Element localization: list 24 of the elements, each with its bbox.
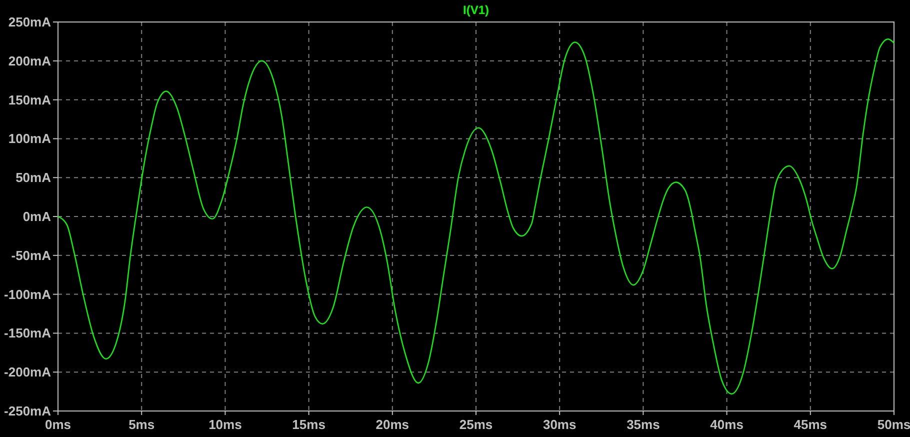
x-tick-label: 35ms — [626, 417, 660, 432]
x-tick-label: 45ms — [794, 417, 828, 432]
y-tick-label: 0mA — [22, 209, 52, 224]
x-tick-label: 25ms — [459, 417, 493, 432]
y-tick-label: -150mA — [4, 326, 52, 341]
y-tick-label: 200mA — [8, 53, 52, 68]
y-tick-label: -50mA — [11, 248, 52, 263]
y-tick-label: -100mA — [4, 286, 52, 302]
x-tick-label: 40ms — [710, 417, 744, 432]
y-tick-label: -200mA — [4, 364, 52, 380]
x-tick-label: 15ms — [292, 417, 326, 432]
y-tick-label: 250mA — [8, 14, 52, 30]
line-series — [57, 38, 895, 394]
x-tick-label: 30ms — [542, 417, 576, 432]
text: I(V1) — [462, 3, 490, 17]
x-tick-label: 10ms — [208, 417, 242, 432]
x-tick-label: 50ms — [877, 417, 910, 432]
y-tick-label: 100mA — [8, 131, 52, 146]
x-tick-label: 5ms — [128, 417, 155, 432]
y-tick-label: -250mA — [4, 404, 52, 418]
x-tick-label: 20ms — [376, 417, 410, 432]
y-tick-label: 50mA — [16, 170, 52, 186]
y-tick-label: 150mA — [8, 92, 52, 108]
x-tick-label: 0ms — [44, 417, 72, 432]
